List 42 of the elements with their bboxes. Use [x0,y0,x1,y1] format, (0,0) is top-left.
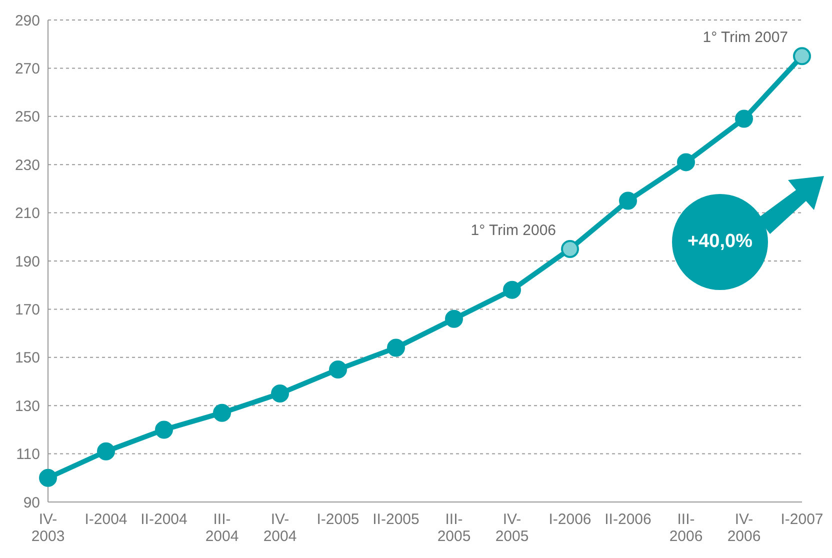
y-tick-label: 230 [14,156,40,174]
x-tick-label: III- 2006 [669,511,703,545]
x-tick-label: II-2004 [140,511,188,528]
point [793,47,811,66]
y-tick-label: 190 [14,253,40,270]
point [503,280,521,299]
point [445,310,463,328]
point [619,192,637,210]
annotation: 1° Trim 2007 [702,29,788,46]
point [561,240,579,258]
y-tick-label: 210 [14,205,40,222]
x-tick-label: III- 2005 [437,511,471,545]
y-tick-label: 250 [14,108,40,126]
x-tick-label: II-2006 [604,511,652,528]
y-tick-label: 290 [14,12,40,30]
point [387,338,405,357]
x-tick-label: II-2005 [372,511,420,528]
y-tick-label: 170 [14,302,40,319]
y-tick-label: 130 [14,398,40,415]
annotation: 1° Trim 2006 [470,222,556,239]
y-tick-label: 110 [16,446,40,464]
x-tick-label: IV- 2004 [263,511,297,545]
point [271,384,289,403]
x-tick-label: IV- 2006 [727,511,761,545]
point [329,360,347,378]
y-tick-label: 270 [14,60,40,78]
x-tick-label: I-2004 [84,511,128,528]
point [155,420,173,439]
y-tick-label: 90 [23,494,40,512]
x-tick-label: IV- 2003 [31,511,65,545]
x-tick-label: I-2006 [548,511,592,528]
y-tick-label: 150 [14,350,40,367]
x-tick-label: I-2005 [316,511,360,528]
x-tick-label: IV- 2005 [495,511,529,545]
point [735,110,753,128]
point [39,468,57,487]
point [213,404,231,422]
point [97,442,115,460]
point [677,153,695,172]
percent-badge: +40,0% [672,194,768,290]
x-tick-label: III- 2004 [205,511,239,545]
x-tick-label: I-2007 [780,511,824,528]
